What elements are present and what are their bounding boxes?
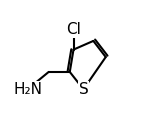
Text: Cl: Cl [66, 22, 81, 37]
Text: S: S [78, 82, 88, 97]
Text: H₂N: H₂N [13, 82, 42, 97]
